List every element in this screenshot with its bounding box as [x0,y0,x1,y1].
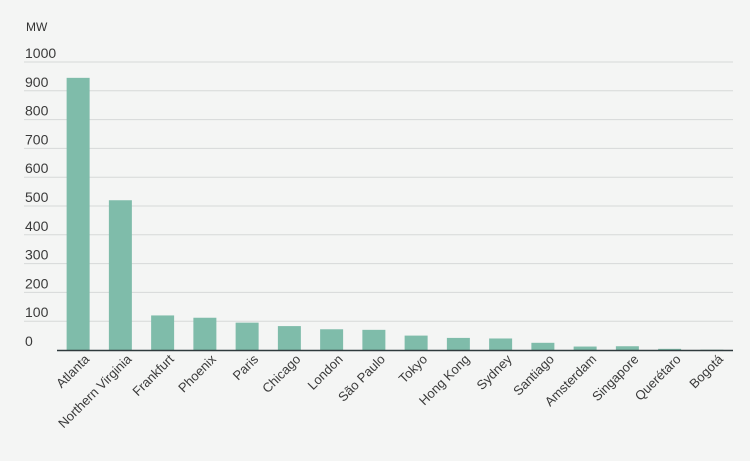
x-category-label-1: Atlanta [53,351,93,391]
bar-1 [66,77,90,350]
bar-9 [404,335,428,350]
bar-2 [108,200,132,350]
y-tick-label-500: 500 [25,189,49,205]
x-category-label-5: Paris [230,351,262,383]
bar-4 [193,317,217,350]
bar-10 [446,337,470,350]
y-unit-label: MW [26,20,48,34]
x-category-label-7: London [304,352,345,393]
x-category-label-16: Bogotá [686,351,726,391]
y-axis-ticks: 0 100 200 300 400 500 600 700 800 900 1000 [25,45,56,349]
x-category-label-3: Frankfurt [129,351,177,399]
x-category-label-9: Tokyo [396,352,431,387]
x-category-label-11: Sydney [473,351,515,393]
x-category-label-4: Phoenix [175,351,219,395]
y-tick-label-700: 700 [25,131,49,147]
y-tick-label-400: 400 [25,218,49,234]
bar-8 [362,329,386,350]
y-tick-label-900: 900 [25,74,49,90]
bar-6 [277,326,301,350]
bar-7 [320,329,344,350]
x-category-label-15: Querétaro [632,352,684,404]
y-tick-label-800: 800 [25,103,49,119]
y-tick-label-0: 0 [25,333,33,349]
bars-group [66,77,724,351]
y-tick-label-1000: 1000 [25,45,56,61]
x-category-label-6: Chicago [259,352,303,396]
bar-11 [489,338,513,350]
bar-3 [151,315,175,350]
bar-5 [235,322,259,350]
bar-15 [658,348,682,350]
bar-12 [531,342,555,350]
bar-14 [615,346,639,350]
y-tick-label-100: 100 [25,304,49,320]
y-tick-label-200: 200 [25,275,49,291]
grid-lines [24,61,733,322]
y-tick-label-600: 600 [25,160,49,176]
bar-13 [573,346,597,350]
x-category-label-2: Northern Virginia [55,351,135,431]
y-tick-label-300: 300 [25,247,49,263]
